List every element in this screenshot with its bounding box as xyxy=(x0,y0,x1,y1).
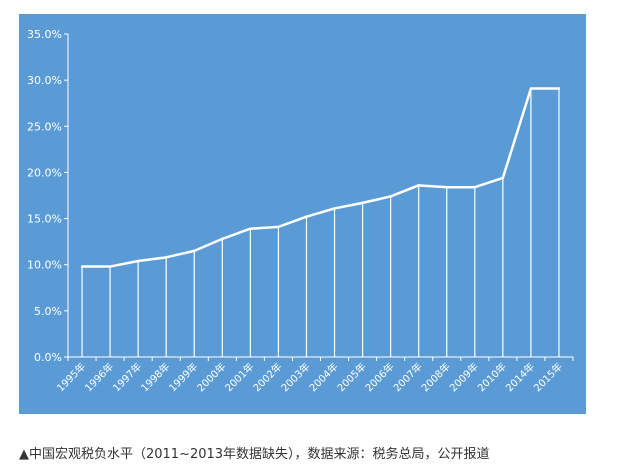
y-tick-label: 25.0% xyxy=(27,120,62,133)
data-point xyxy=(445,185,448,189)
tax-burden-line-chart: 0.0% 5.0% 10.0% 15.0% 20.0% 25.0% 30.0% 35.0% 1… xyxy=(27,28,574,394)
chart-caption: ▲中国宏观税负水平（2011~2013年数据缺失），数据来源：税务总局，公开报道 xyxy=(19,447,490,462)
data-point xyxy=(529,87,533,90)
x-tick-label: 2010年 xyxy=(475,360,509,394)
data-point xyxy=(557,87,561,90)
data-point xyxy=(136,259,140,263)
data-point xyxy=(417,184,420,187)
data-point xyxy=(164,256,168,259)
x-tick-label: 2003年 xyxy=(278,360,312,394)
x-tick-label: 2015年 xyxy=(531,360,565,394)
data-point xyxy=(389,195,392,198)
data-point xyxy=(333,207,336,210)
data-point xyxy=(80,265,84,268)
x-tick-label: 1996年 xyxy=(82,360,116,394)
x-tick-label: 2008年 xyxy=(419,360,453,394)
data-point xyxy=(361,201,364,205)
x-tick-label: 2014年 xyxy=(503,360,537,394)
data-point xyxy=(221,237,224,241)
y-tick-label: 20.0% xyxy=(27,166,62,179)
x-tick-label: 2004年 xyxy=(306,360,340,394)
x-tick-label: 2002年 xyxy=(250,360,284,394)
x-tick-label: 2005年 xyxy=(334,360,368,394)
y-tick-label: 30.0% xyxy=(27,74,62,87)
y-tick-label: 5.0% xyxy=(34,305,62,318)
x-tick-label: 1999年 xyxy=(166,360,200,394)
y-axis-ticks: 0.0% 5.0% 10.0% 15.0% 20.0% 25.0% 30.0% 35.0% xyxy=(27,28,68,364)
data-point xyxy=(193,249,196,253)
x-axis-ticks: 1995年1996年1997年1998年1999年2000年2001年2002年… xyxy=(54,357,574,394)
x-tick-label: 2009年 xyxy=(447,360,481,394)
y-tick-label: 0.0% xyxy=(34,351,62,364)
category-drop-lines xyxy=(81,88,560,357)
x-tick-label: 1998年 xyxy=(138,360,172,394)
x-tick-label: 2006年 xyxy=(362,360,396,394)
x-tick-label: 2001年 xyxy=(222,360,256,394)
data-point xyxy=(277,225,280,229)
y-tick-label: 35.0% xyxy=(27,28,62,41)
data-point xyxy=(249,227,252,230)
x-tick-label: 1995年 xyxy=(54,360,88,394)
data-point xyxy=(108,265,112,268)
series-line xyxy=(82,87,559,268)
chart-panel: 0.0% 5.0% 10.0% 15.0% 20.0% 25.0% 30.0% 35.0% 1… xyxy=(19,14,586,414)
y-tick-label: 15.0% xyxy=(27,213,62,226)
data-point xyxy=(473,185,477,189)
x-tick-label: 1997年 xyxy=(110,360,144,394)
y-tick-label: 10.0% xyxy=(27,259,62,272)
x-tick-label: 2000年 xyxy=(194,360,228,394)
data-point xyxy=(501,176,505,180)
x-tick-label: 2007年 xyxy=(391,360,425,394)
data-point xyxy=(305,215,308,218)
axes xyxy=(67,34,573,358)
series-layer xyxy=(80,87,561,268)
